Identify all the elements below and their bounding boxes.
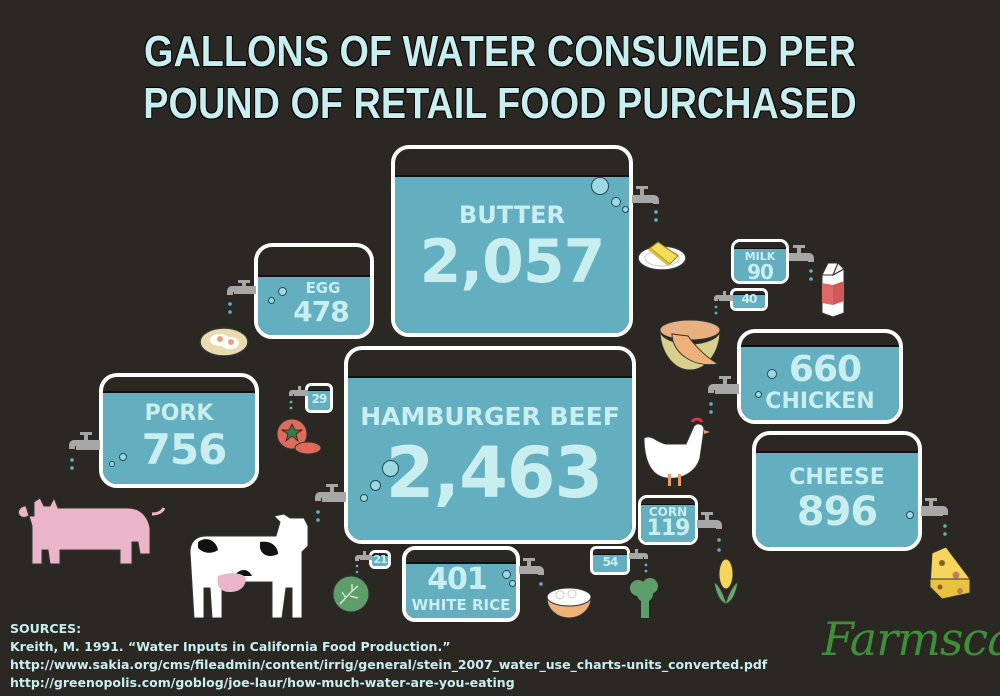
cheese-icon bbox=[929, 546, 971, 600]
bubble-icon bbox=[622, 206, 629, 213]
faucet-icon bbox=[921, 498, 948, 536]
bubble-icon bbox=[382, 460, 399, 477]
white-rice-label: WHITE RICE bbox=[411, 596, 511, 614]
water-fill bbox=[103, 391, 255, 484]
butter-tank: BUTTER 2,057 bbox=[391, 145, 633, 337]
bubble-icon bbox=[502, 570, 511, 579]
bubble-icon bbox=[278, 287, 287, 296]
water-fill bbox=[593, 554, 627, 572]
water-fill bbox=[258, 275, 370, 335]
hamburger-beef-label: HAMBURGER BEEF bbox=[360, 402, 620, 431]
broccoli-tank: 54 bbox=[590, 546, 630, 575]
tomato-value: 29 bbox=[311, 392, 328, 406]
faucet-icon bbox=[315, 484, 346, 522]
source-link[interactable]: http://www.sakia.org/cms/fileadmin/conte… bbox=[10, 657, 768, 672]
rice-bowl-icon bbox=[546, 587, 592, 619]
farmscape-logo: Farmscape bbox=[822, 612, 1000, 666]
melon-value: 40 bbox=[741, 292, 758, 306]
bubble-icon bbox=[370, 480, 381, 491]
faucet-icon bbox=[697, 512, 722, 552]
egg-plate-icon bbox=[199, 327, 249, 357]
faucet-icon bbox=[519, 558, 544, 586]
pig-icon bbox=[17, 496, 166, 565]
chicken-label: CHICKEN bbox=[765, 389, 875, 414]
chicken-value: 660 bbox=[788, 349, 862, 390]
butter-icon bbox=[637, 241, 687, 271]
water-fill bbox=[395, 175, 629, 333]
cheese-label: CHEESE bbox=[789, 465, 885, 490]
source-citation: Kreith, M. 1991. “Water Inputs in Califo… bbox=[10, 639, 451, 654]
sources-heading: SOURCES: bbox=[10, 621, 82, 636]
bubble-icon bbox=[906, 511, 914, 519]
corn-icon bbox=[713, 558, 739, 604]
faucet-icon bbox=[289, 386, 308, 410]
white-rice-tank: 401 WHITE RICE bbox=[402, 546, 520, 622]
hamburger-beef-value: 2,463 bbox=[385, 432, 603, 514]
water-fill bbox=[733, 294, 765, 308]
cow-icon bbox=[189, 513, 309, 618]
milk-carton-icon bbox=[821, 262, 845, 317]
broccoli-icon bbox=[630, 578, 658, 618]
broccoli-value: 54 bbox=[602, 555, 619, 569]
butter-label: BUTTER bbox=[459, 201, 565, 229]
faucet-icon bbox=[714, 291, 733, 315]
faucet-icon bbox=[629, 549, 648, 573]
bubble-icon bbox=[109, 461, 115, 467]
white-rice-value: 401 bbox=[427, 562, 488, 597]
cheese-value: 896 bbox=[796, 489, 879, 535]
hamburger-beef-tank: HAMBURGER BEEF 2,463 bbox=[344, 346, 636, 544]
egg-label: EGG bbox=[305, 279, 341, 297]
cabbage-value: 21 bbox=[373, 553, 387, 566]
bubble-icon bbox=[755, 391, 762, 398]
faucet-icon bbox=[69, 432, 100, 470]
source-link[interactable]: http://greenopolis.com/goblog/joe-laur/h… bbox=[10, 675, 515, 690]
water-fill bbox=[741, 345, 899, 420]
egg-value: 478 bbox=[293, 295, 349, 328]
cabbage-icon bbox=[332, 575, 370, 613]
water-fill bbox=[641, 504, 695, 542]
faucet-icon bbox=[355, 551, 372, 574]
chicken-tank: 660 CHICKEN bbox=[737, 329, 903, 424]
corn-value: 119 bbox=[646, 516, 691, 541]
water-fill bbox=[308, 390, 330, 410]
title-line-1: GALLONS OF WATER CONSUMED PER bbox=[144, 27, 856, 76]
pork-label: PORK bbox=[144, 401, 214, 426]
bubble-icon bbox=[360, 494, 368, 502]
cabbage-tank: 21 bbox=[369, 550, 391, 569]
bubble-icon bbox=[611, 197, 621, 207]
pork-tank: PORK 756 bbox=[99, 373, 259, 488]
bubble-icon bbox=[509, 580, 516, 587]
corn-label: CORN bbox=[648, 505, 688, 519]
egg-tank: EGG 478 bbox=[254, 243, 374, 339]
bubble-icon bbox=[119, 453, 127, 461]
chicken-icon bbox=[643, 417, 710, 486]
water-fill bbox=[406, 562, 516, 618]
bubble-icon bbox=[268, 297, 275, 304]
milk-label: MILK bbox=[744, 250, 776, 263]
butter-value: 2,057 bbox=[419, 227, 606, 297]
faucet-icon bbox=[227, 280, 256, 314]
melon-tank: 40 bbox=[730, 288, 768, 311]
bubble-icon bbox=[767, 369, 777, 379]
faucet-icon bbox=[789, 245, 814, 281]
water-fill bbox=[756, 451, 918, 547]
faucet-icon bbox=[708, 376, 739, 414]
bubble-icon bbox=[591, 177, 609, 195]
title-line-2: POUND OF RETAIL FOOD PURCHASED bbox=[143, 79, 857, 128]
pork-value: 756 bbox=[141, 425, 228, 474]
water-fill bbox=[348, 376, 632, 540]
milk-tank: MILK 90 bbox=[731, 239, 789, 284]
faucet-icon bbox=[632, 186, 659, 222]
corn-tank: CORN 119 bbox=[638, 495, 698, 545]
water-fill bbox=[734, 248, 786, 281]
melon-icon bbox=[659, 319, 721, 370]
tomato-icon bbox=[276, 418, 322, 455]
cheese-tank: CHEESE 896 bbox=[752, 431, 922, 551]
water-fill bbox=[372, 555, 388, 566]
tomato-tank: 29 bbox=[305, 383, 333, 413]
sources-block: SOURCES: Kreith, M. 1991. “Water Inputs … bbox=[10, 620, 767, 692]
milk-value: 90 bbox=[747, 260, 774, 284]
